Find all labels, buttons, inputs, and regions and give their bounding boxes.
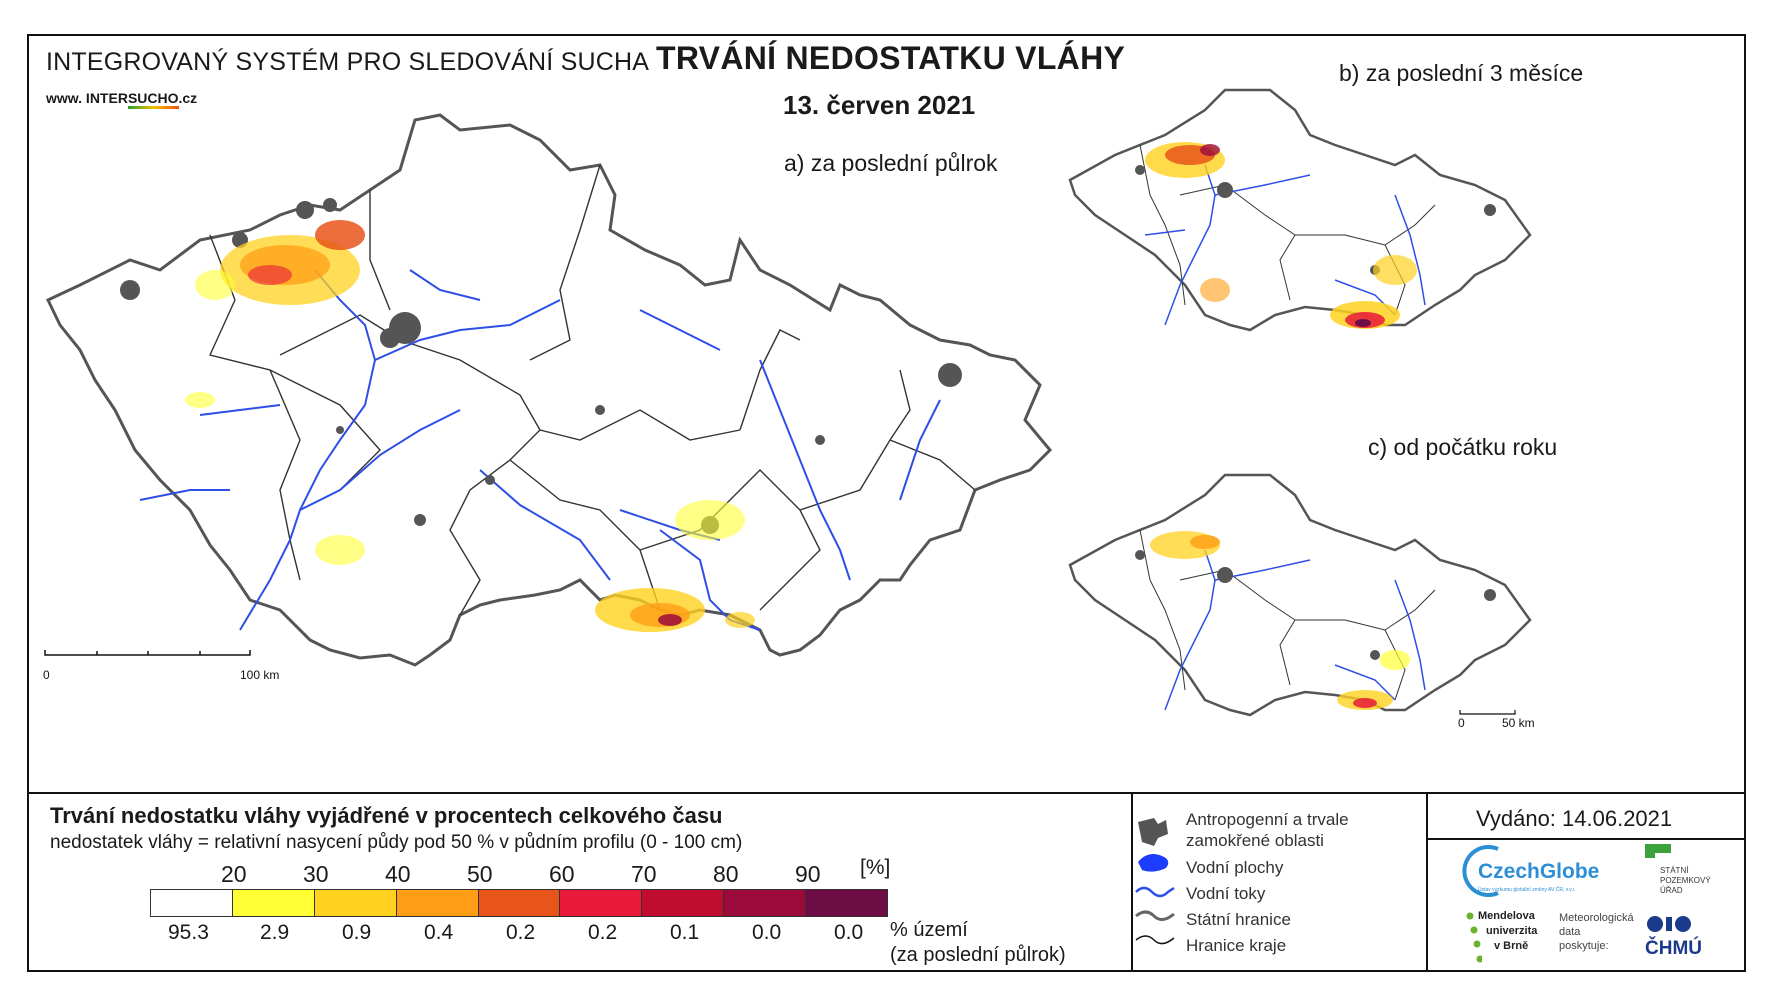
spu-flag-icon [1645,844,1671,858]
spu-line3: ÚŘAD [1660,886,1683,895]
legend-unit: [%] [860,856,891,879]
share-label-2: (za poslední půlrok) [890,944,1066,966]
share-6: 0.1 [670,921,700,944]
mendel-line1: Mendelova [1478,910,1535,922]
water-body-icon [1138,854,1169,872]
map-c-label: c) od počátku roku [1368,434,1558,460]
scalebar-a-start: 0 [43,668,50,682]
system-name: INTEGROVANÝ SYSTÉM PRO SLEDOVÁNÍ SUCHA [46,48,650,76]
share-2: 0.9 [342,921,372,944]
met-line1: Meteorologická [1559,912,1634,924]
tick-70: 70 [631,861,657,887]
map-a [44,113,1053,667]
chmu-logo-icon [1647,916,1691,932]
share-1: 2.9 [260,921,290,944]
czechglobe-arc-icon [1462,845,1499,897]
legend-water-bodies: Vodní plochy [1186,858,1284,877]
legend-separator [27,792,1746,794]
page-title: TRVÁNÍ NEDOSTATKU VLÁHY [656,40,1126,76]
colorbar-swatch-6 [641,890,724,916]
spu-line2: POZEMKOVÝ [1660,876,1711,885]
region-border-icon [1135,935,1175,945]
spu-line1: STÁTNÍ [1660,866,1689,875]
share-0: 95.3 [168,921,209,944]
page-date: 13. červen 2021 [783,90,976,120]
colorbar-swatch-4 [477,890,560,916]
czechglobe-subtitle: Ústav výzkumu globální změny AV ČR, v.v.… [1478,887,1576,893]
map-b-country-outline [1068,88,1532,332]
share-5: 0.2 [588,921,618,944]
issued-date: Vydáno: 14.06.2021 [1476,806,1673,831]
colorbar-swatch-0 [151,890,232,916]
map-b-region-borders [1139,144,1436,316]
colorbar-swatch-7 [723,890,806,916]
mendel-line3: v Brně [1494,940,1529,952]
met-line2: data [1559,926,1581,938]
tick-40: 40 [385,861,411,887]
czechglobe-name: CzechGlobe [1478,860,1600,883]
state-border-icon [1135,910,1175,921]
colorbar-swatch-2 [313,890,396,916]
map-c [1068,473,1532,717]
legend-subtitle: nedostatek vláhy = relativní nasycení pů… [50,832,743,853]
map-a-scalebar [44,650,251,656]
chmu-name: ČHMÚ [1645,938,1702,959]
website-suffix: .cz [178,90,198,106]
map-frame [27,34,1746,972]
legend-anthropogenic-line2: zamokřené oblasti [1186,831,1324,850]
legend-divider-2 [1426,792,1428,972]
website-prefix: www. INTER [46,90,128,106]
anthropogenic-area-icon [1138,818,1168,846]
map-c-rivers [1164,549,1426,711]
scalebar-c-start: 0 [1458,716,1465,730]
colorbar-swatch-3 [395,890,478,916]
tick-60: 60 [549,861,575,887]
share-8: 0.0 [834,921,864,944]
share-7: 0.0 [752,921,782,944]
legend-title: Trvání nedostatku vláhy vyjádřené v proc… [50,803,723,828]
scalebar-c-end: 50 km [1502,716,1535,730]
colorbar-swatch-5 [559,890,642,916]
symbol-legend-icons [1135,818,1175,945]
legend-water-streams: Vodní toky [1186,884,1266,903]
tick-90: 90 [795,861,821,887]
website-link[interactable]: www. INTERSUCHO.cz [46,90,198,109]
legend-anthropogenic-line1: Antropogenní a trvale [1186,810,1349,829]
colorbar-swatch-1 [231,890,314,916]
stream-icon [1135,886,1175,898]
tick-20: 20 [221,861,247,887]
map-b [1068,88,1532,332]
map-c-region-borders [1139,529,1436,701]
website-highlight: SUCHO [127,90,179,109]
tick-80: 80 [713,861,739,887]
share-3: 0.4 [424,921,454,944]
map-c-scalebar [1459,710,1516,715]
map-c-urban-areas [1135,550,1496,660]
scalebar-a-end: 100 km [240,668,280,682]
legend-colorbar [150,889,888,917]
map-a-label: a) za poslední půlrok [784,150,998,176]
colorbar-swatch-8 [805,890,888,916]
share-4: 0.2 [506,921,536,944]
tick-50: 50 [467,861,493,887]
met-line3: poskytuje: [1559,940,1609,952]
map-a-drought-hotspot-s [185,392,755,632]
map-a-country-outline [45,113,1053,667]
legend-divider-1 [1131,792,1133,972]
map-a-drought-hotspot-nw [195,220,365,305]
share-label-1: % území [890,919,968,941]
map-b-label: b) za poslední 3 měsíce [1339,60,1584,86]
map-b-rivers [1144,164,1426,326]
mendel-line2: univerzita [1486,925,1538,937]
legend-state-border: Státní hranice [1186,910,1291,929]
map-c-country-outline [1068,473,1532,717]
issued-separator [1426,838,1746,840]
mendel-dots-icon [1466,912,1482,963]
legend-region-border: Hranice kraje [1186,936,1287,955]
tick-30: 30 [303,861,329,887]
